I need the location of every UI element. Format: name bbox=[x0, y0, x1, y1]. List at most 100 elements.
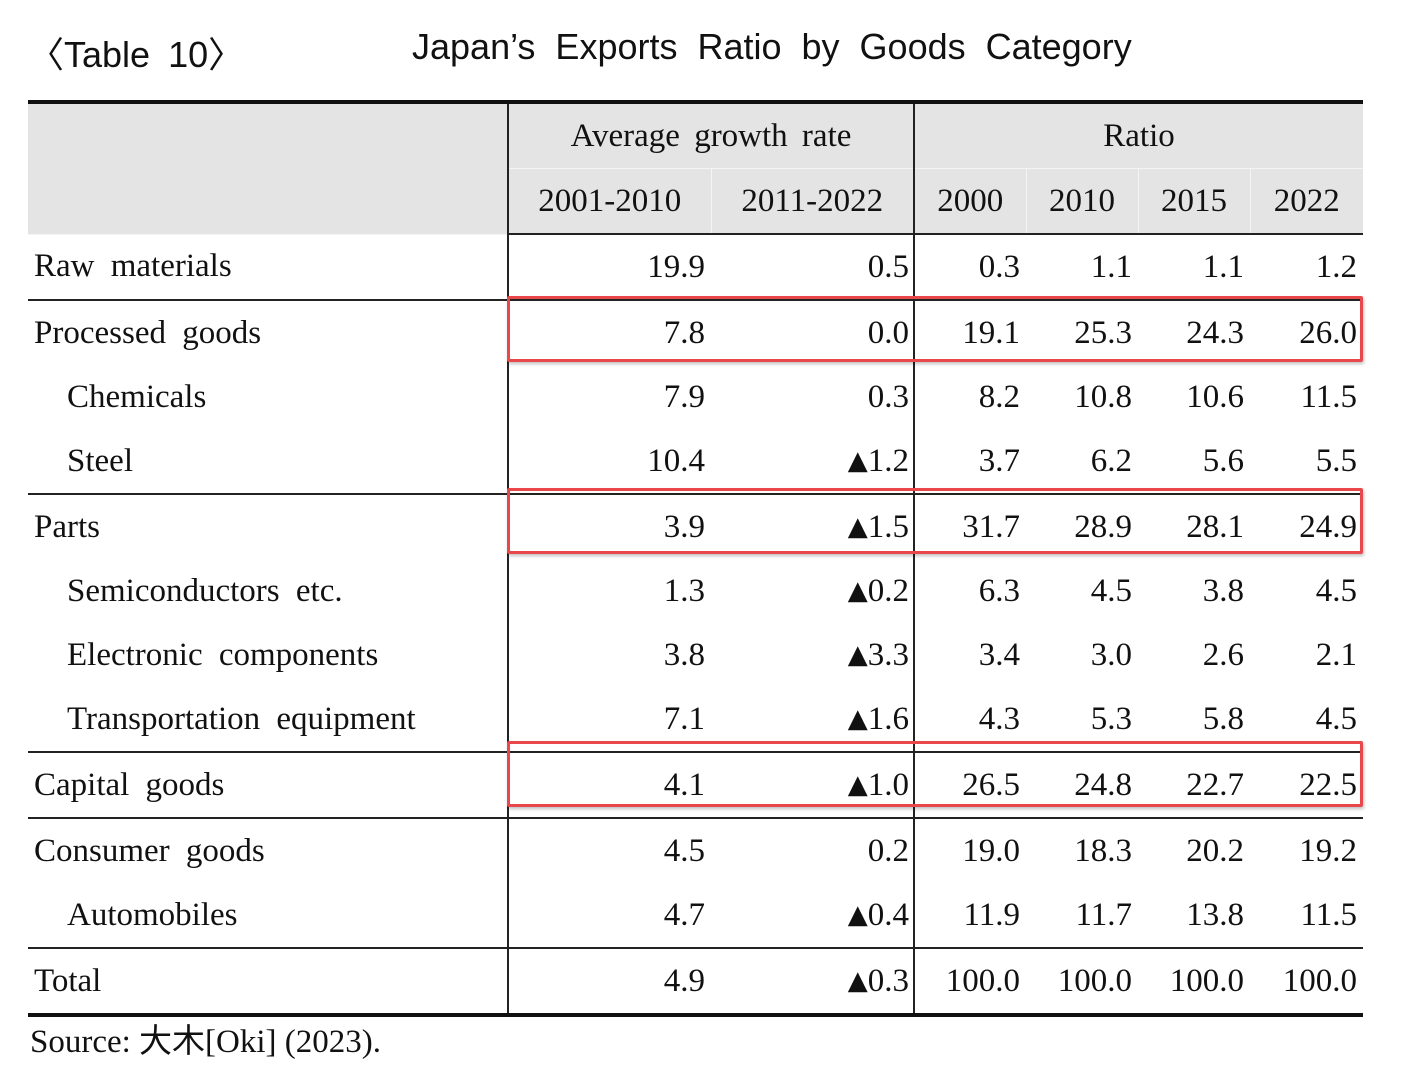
ratio-cell: 19.1 bbox=[914, 299, 1027, 365]
growth-cell: 4.5 bbox=[508, 817, 711, 883]
ratio-cell: 10.8 bbox=[1074, 378, 1133, 415]
ratio-cell: 26.5 bbox=[914, 751, 1027, 818]
header-group-growth: Average growth rate bbox=[508, 102, 916, 169]
ratio-cell: 4.5 bbox=[1315, 572, 1358, 609]
ratio-cell: 11.7 bbox=[1075, 896, 1133, 933]
source-note: Source: 大木[Oki] (2023). bbox=[30, 1024, 382, 1060]
ratio-cell: 5.5 bbox=[1315, 442, 1358, 479]
growth-cell: 0.0 bbox=[711, 299, 916, 365]
growth-cell: 4.9 bbox=[508, 947, 711, 1015]
ratio-cell: 24.9 bbox=[1250, 493, 1364, 559]
header-col-2022: 2022 bbox=[1250, 168, 1364, 235]
ratio-cell: 6.3 bbox=[978, 572, 1021, 609]
row-label: Electronic components bbox=[28, 623, 509, 687]
ratio-cell: 31.7 bbox=[914, 493, 1027, 559]
growth-cell: 3.8 bbox=[663, 636, 705, 673]
ratio-cell: 100.0 bbox=[1026, 947, 1139, 1015]
ratio-cell: 100.0 bbox=[1250, 947, 1364, 1015]
row-label: Automobiles bbox=[28, 883, 509, 948]
row-label: Capital goods bbox=[28, 751, 509, 818]
ratio-cell: 4.5 bbox=[1315, 700, 1358, 737]
growth-cell: 0.5 bbox=[711, 234, 916, 300]
ratio-cell: 22.7 bbox=[1138, 751, 1251, 818]
growth-cell: ▲1.2 bbox=[711, 429, 916, 494]
negative-triangle-icon: ▲ bbox=[847, 575, 868, 606]
exports-ratio-table: Average growth rate Ratio 2001-2010 2011… bbox=[28, 100, 1364, 1017]
ratio-cell: 18.3 bbox=[1026, 817, 1139, 883]
ratio-cell: 0.3 bbox=[978, 248, 1021, 285]
table-row: Capital goods 4.1 ▲1.0 26.5 24.8 22.7 22.5 bbox=[28, 751, 1364, 818]
table-body: Raw materials 19.9 0.5 0.3 1.1 1.1 1.2 Processe… bbox=[28, 234, 1364, 1015]
negative-triangle-icon: ▲ bbox=[847, 703, 868, 734]
ratio-cell: 26.0 bbox=[1250, 299, 1364, 365]
growth-cell: ▲1.6 bbox=[711, 687, 916, 752]
header-col-2010: 2010 bbox=[1026, 168, 1139, 235]
table-row: Consumer goods 4.5 0.2 19.0 18.3 20.2 19.2 bbox=[28, 817, 1364, 883]
table-row: Raw materials 19.9 0.5 0.3 1.1 1.1 1.2 bbox=[28, 234, 1363, 300]
row-label: Total bbox=[28, 947, 509, 1015]
ratio-cell: 20.2 bbox=[1138, 817, 1251, 883]
header-row-periods: 2001-2010 2011-2022 2000 2010 2015 2022 bbox=[28, 168, 1364, 235]
ratio-cell: 100.0 bbox=[914, 947, 1027, 1015]
ratio-cell: 4.5 bbox=[1090, 572, 1133, 609]
growth-cell: 0.2 bbox=[711, 817, 916, 883]
table-caption: 〈Table 10〉 Japan’s Exports Ratio by Good… bbox=[28, 22, 1368, 76]
ratio-cell: 1.2 bbox=[1315, 248, 1358, 285]
growth-cell: 19.9 bbox=[647, 248, 705, 285]
ratio-cell: 24.3 bbox=[1138, 299, 1251, 365]
ratio-cell: 6.2 bbox=[1090, 442, 1133, 479]
ratio-cell: 5.8 bbox=[1202, 700, 1245, 737]
row-label: Processed goods bbox=[28, 299, 509, 365]
ratio-cell: 3.8 bbox=[1202, 572, 1245, 609]
ratio-cell: 28.1 bbox=[1138, 493, 1251, 559]
growth-cell: 7.8 bbox=[508, 299, 711, 365]
growth-cell: ▲3.3 bbox=[711, 623, 916, 687]
table-row: Steel 10.4 ▲1.2 3.7 6.2 5.6 5.5 bbox=[28, 429, 1363, 494]
ratio-cell: 13.8 bbox=[1186, 896, 1245, 933]
ratio-cell: 2.1 bbox=[1315, 636, 1358, 673]
ratio-cell: 2.6 bbox=[1202, 636, 1245, 673]
ratio-cell: 1.1 bbox=[1090, 248, 1133, 285]
growth-cell: 7.9 bbox=[663, 378, 705, 415]
growth-cell: ▲1.5 bbox=[711, 493, 916, 559]
ratio-cell: 25.3 bbox=[1026, 299, 1139, 365]
row-label: Steel bbox=[28, 429, 509, 494]
negative-triangle-icon: ▲ bbox=[847, 445, 868, 476]
table-row: Automobiles 4.7 ▲0.4 11.9 11.7 13.8 11.5 bbox=[28, 883, 1363, 948]
ratio-cell: 11.9 bbox=[963, 896, 1021, 933]
ratio-cell: 3.4 bbox=[978, 636, 1021, 673]
ratio-cell: 5.3 bbox=[1090, 700, 1133, 737]
header-row-groups: Average growth rate Ratio bbox=[28, 102, 1364, 235]
table-row: Total 4.9 ▲0.3 100.0 100.0 100.0 100.0 bbox=[28, 947, 1364, 1015]
ratio-cell: 4.3 bbox=[978, 700, 1021, 737]
negative-triangle-icon: ▲ bbox=[847, 639, 868, 670]
table-row: Transportation equipment 7.1 ▲1.6 4.3 5.3 5.8… bbox=[28, 687, 1363, 752]
row-label: Parts bbox=[28, 493, 509, 559]
table-row: Processed goods 7.8 0.0 19.1 25.3 24.3 26.0 bbox=[28, 299, 1364, 365]
growth-cell: 4.7 bbox=[663, 896, 705, 933]
header-group-ratio: Ratio bbox=[914, 102, 1364, 169]
growth-cell: 0.3 bbox=[711, 365, 916, 429]
ratio-cell: 10.6 bbox=[1186, 378, 1245, 415]
ratio-cell: 19.2 bbox=[1250, 817, 1364, 883]
ratio-cell: 3.0 bbox=[1090, 636, 1133, 673]
ratio-cell: 11.5 bbox=[1300, 378, 1358, 415]
growth-cell: 10.4 bbox=[647, 442, 705, 479]
growth-cell: 4.1 bbox=[508, 751, 711, 818]
growth-cell: ▲0.4 bbox=[711, 883, 916, 948]
row-label: Semiconductors etc. bbox=[28, 559, 509, 623]
ratio-cell: 8.2 bbox=[978, 378, 1021, 415]
negative-triangle-icon: ▲ bbox=[847, 511, 868, 542]
table-number: 〈Table 10〉 bbox=[28, 34, 245, 75]
table-row: Parts 3.9 ▲1.5 31.7 28.9 28.1 24.9 bbox=[28, 493, 1364, 559]
table-row: Chemicals 7.9 0.3 8.2 10.8 10.6 11.5 bbox=[28, 365, 1363, 429]
growth-cell: 7.1 bbox=[663, 700, 705, 737]
ratio-cell: 28.9 bbox=[1026, 493, 1139, 559]
ratio-cell: 1.1 bbox=[1202, 248, 1245, 285]
ratio-cell: 19.0 bbox=[914, 817, 1027, 883]
growth-cell: ▲0.2 bbox=[711, 559, 916, 623]
ratio-cell: 100.0 bbox=[1138, 947, 1251, 1015]
row-label: Consumer goods bbox=[28, 817, 509, 883]
growth-cell: ▲0.3 bbox=[711, 947, 916, 1015]
table-row: Semiconductors etc. 1.3 ▲0.2 6.3 4.5 3.8 4.5 bbox=[28, 559, 1363, 623]
